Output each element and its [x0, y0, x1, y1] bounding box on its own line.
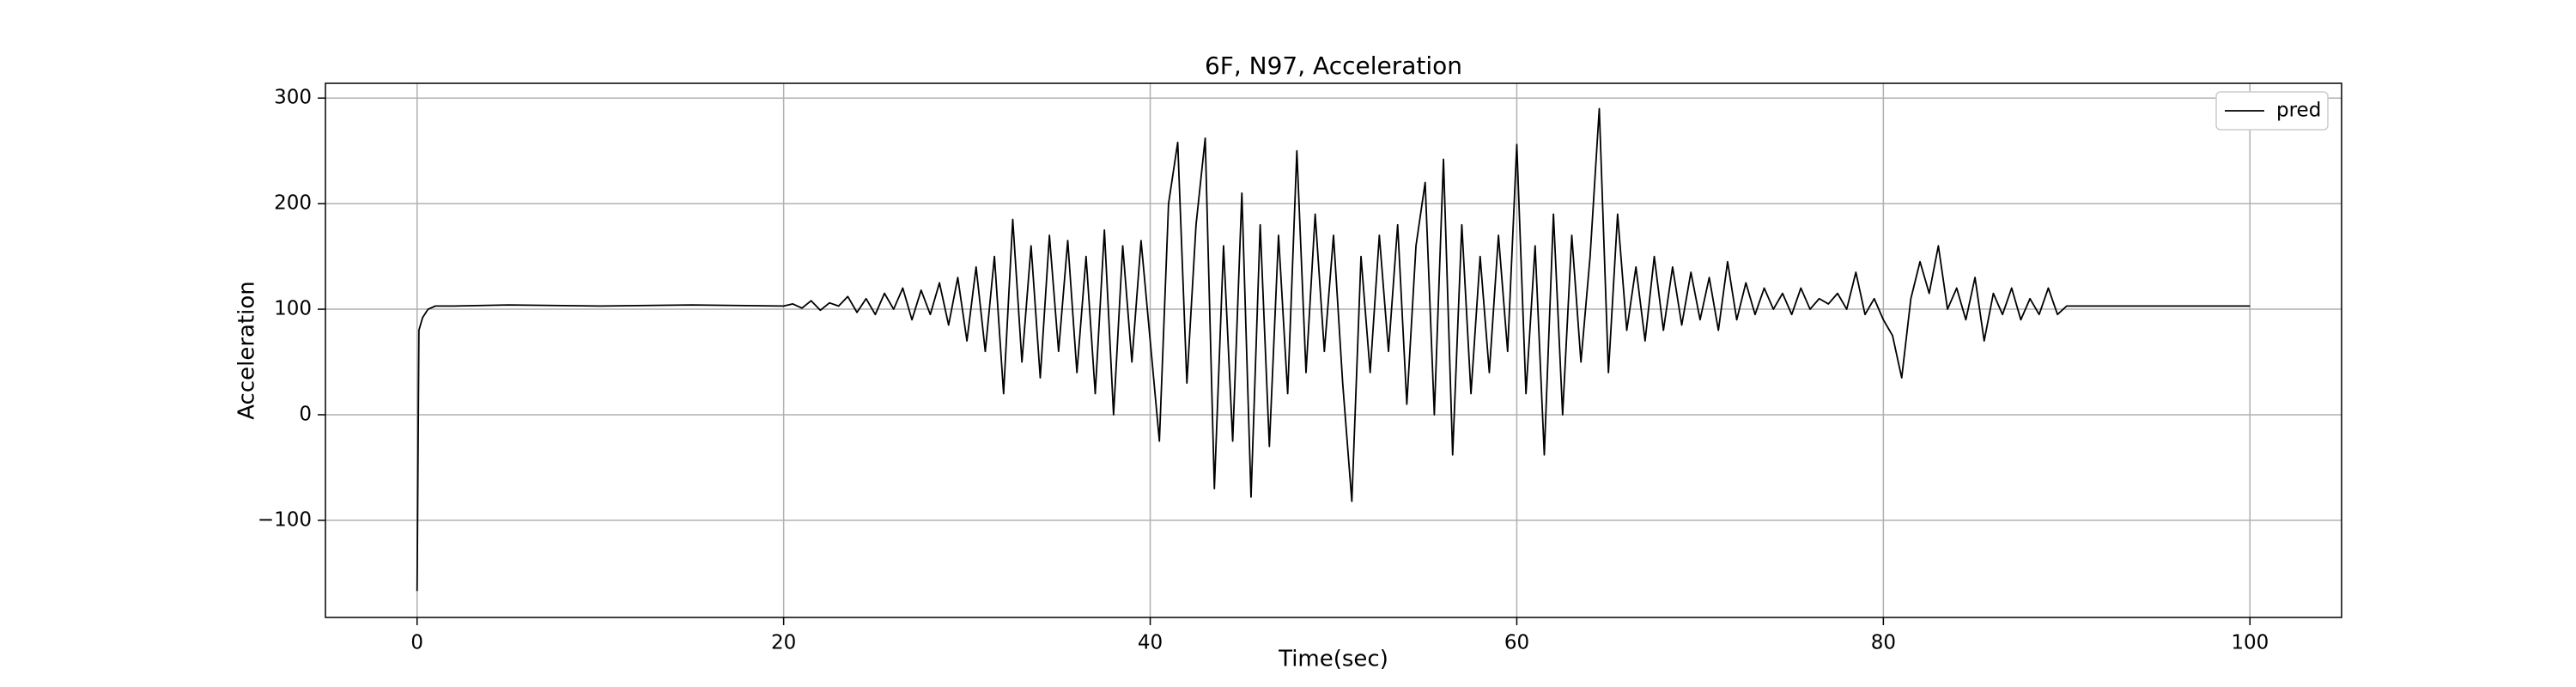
x-tick-label: 40	[1138, 632, 1163, 654]
y-tick-label: 200	[274, 192, 312, 215]
legend-label: pred	[2276, 100, 2321, 122]
x-tick-label: 20	[771, 632, 796, 654]
data-line	[416, 107, 2251, 592]
y-tick-label: −100	[258, 508, 312, 531]
legend-box	[2215, 91, 2329, 131]
y-tick-label: 100	[274, 298, 312, 320]
x-tick-label: 0	[410, 632, 423, 654]
chart-title: 6F, N97, Acceleration	[1205, 52, 1462, 80]
y-tick-label: 300	[274, 87, 312, 109]
x-tick-label: 100	[2231, 632, 2269, 654]
x-tick-label: 80	[1871, 632, 1896, 654]
plot-frame	[325, 82, 2342, 618]
y-tick-label: 0	[299, 403, 312, 425]
y-axis-label: Acceleration	[234, 281, 260, 420]
x-axis-label: Time(sec)	[1278, 647, 1388, 672]
x-tick-label: 60	[1504, 632, 1529, 654]
